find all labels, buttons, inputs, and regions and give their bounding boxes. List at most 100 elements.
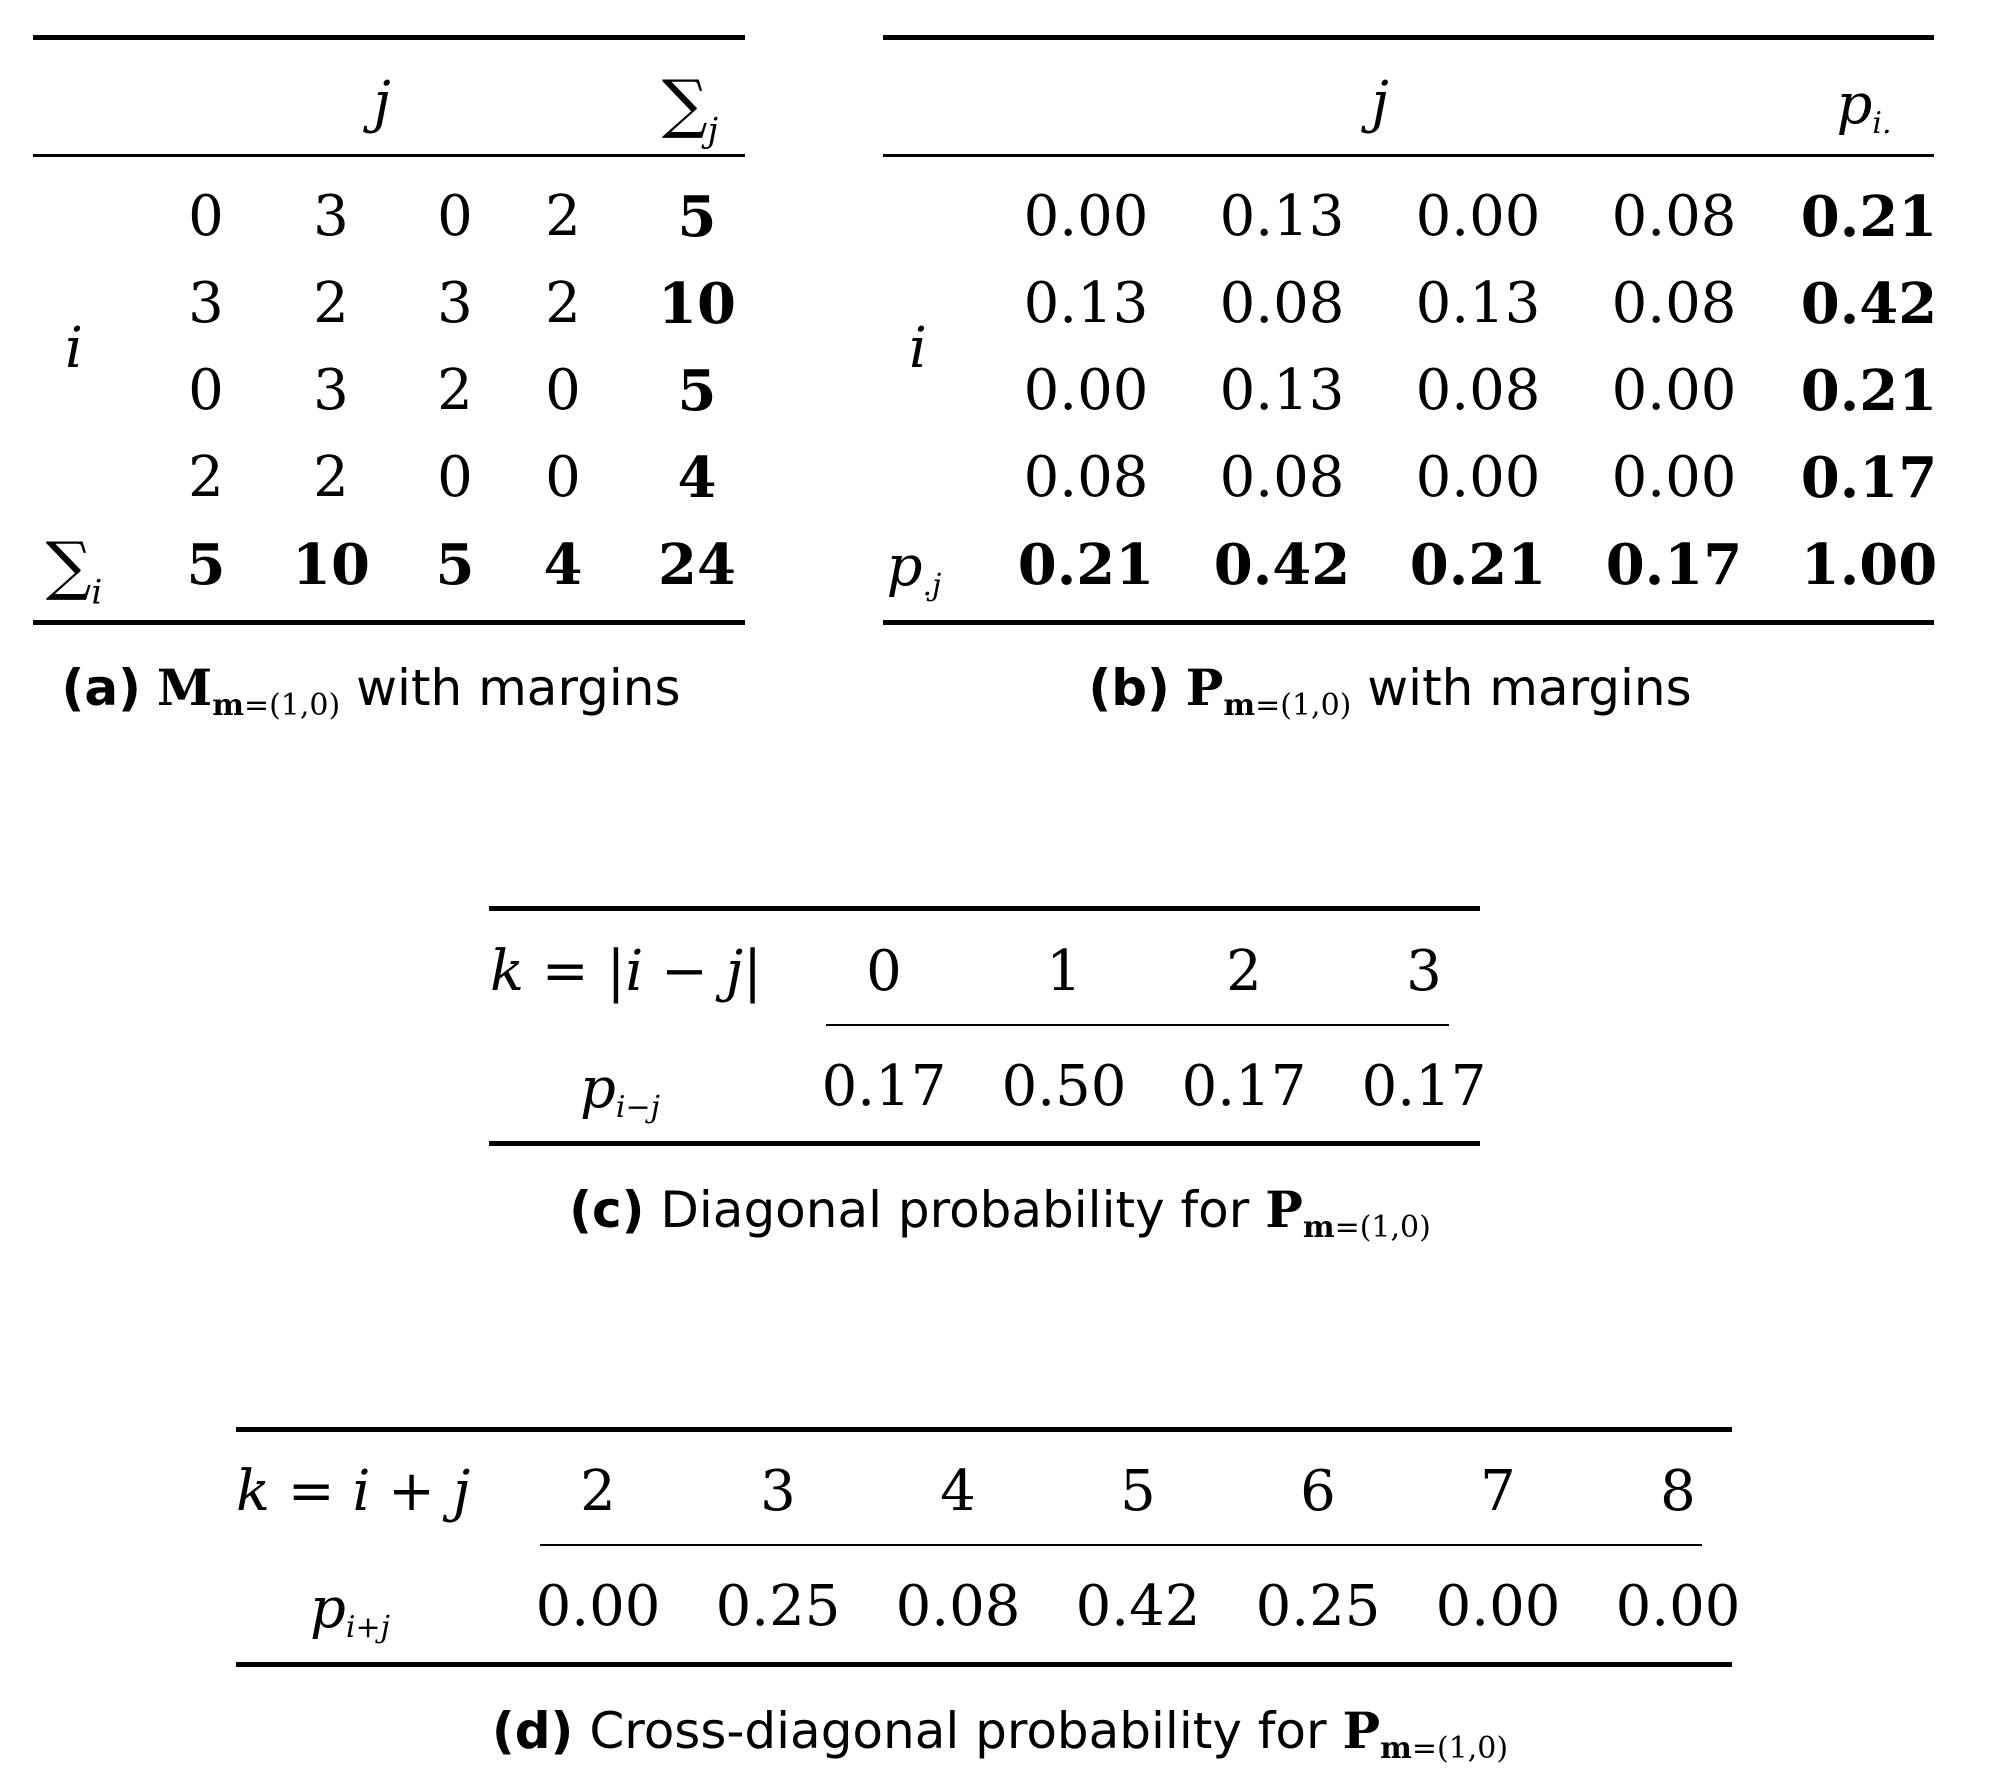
table-a-col-header: j	[373, 70, 391, 135]
table-b-sum-row-label: p.j	[886, 534, 942, 603]
table-b-cell: 0.08	[1611, 271, 1737, 336]
table-b-cell: 0.00	[1415, 445, 1541, 510]
table-a-cell: 0	[437, 445, 473, 510]
table-c-k-value: 3	[1406, 939, 1442, 1004]
table-a-cell: 2	[313, 445, 349, 510]
table-d-k-value: 2	[580, 1459, 616, 1524]
table-a-cell: 3	[188, 271, 224, 336]
table-d-bottom-rule	[236, 1662, 1732, 1667]
table-a-grand-total: 24	[658, 532, 736, 598]
table-d-k-value: 7	[1480, 1459, 1516, 1524]
table-d-k-label: k = i + j	[236, 1459, 471, 1524]
table-b-col-margin: 0.17	[1605, 532, 1743, 598]
table-a-sum-row-label: ∑i	[45, 529, 103, 613]
table-c-top-rule	[489, 906, 1480, 911]
table-d-k-value: 3	[760, 1459, 796, 1524]
table-b-cell: 0.00	[1023, 358, 1149, 423]
table-d-k-value: 6	[1300, 1459, 1336, 1524]
table-a-cell: 0	[188, 184, 224, 249]
table-d-p-label: pi+j	[310, 1576, 390, 1645]
table-c-p-value: 0.17	[1361, 1054, 1487, 1119]
table-d-top-rule	[236, 1427, 1732, 1432]
table-b-caption: (b) Pm=(1,0) with margins	[1088, 658, 1692, 723]
table-a-cell: 2	[313, 271, 349, 336]
table-a-header-rule	[33, 154, 745, 157]
table-b-header-rule	[883, 154, 1934, 157]
table-b-cell: 0.13	[1023, 271, 1149, 336]
table-b-cell: 0.08	[1415, 358, 1541, 423]
table-a-cell: 2	[545, 271, 581, 336]
table-b-row-margin: 0.21	[1800, 358, 1938, 424]
table-d-k-value: 5	[1120, 1459, 1156, 1524]
table-b-row-margin: 0.21	[1800, 184, 1938, 250]
table-b-col-header: j	[1371, 70, 1389, 135]
table-b-cell: 0.00	[1611, 445, 1737, 510]
table-c-p-value: 0.50	[1001, 1054, 1127, 1119]
table-b-cell: 0.08	[1611, 184, 1737, 249]
table-a-row-sum: 5	[677, 184, 717, 250]
table-b-cell: 0.00	[1023, 184, 1149, 249]
table-c-p-value: 0.17	[821, 1054, 947, 1119]
table-b-col-margin: 0.42	[1213, 532, 1351, 598]
table-a-cell: 0	[437, 184, 473, 249]
table-a-cell: 0	[188, 358, 224, 423]
table-b-row-margin: 0.17	[1800, 445, 1938, 511]
table-a-col-sum: 5	[186, 532, 226, 598]
table-a-col-sum: 10	[292, 532, 370, 598]
table-d-mid-rule	[540, 1544, 1702, 1546]
table-a-row-sum: 10	[658, 271, 736, 337]
table-b-cell: 0.08	[1219, 271, 1345, 336]
table-a-row-sum: 5	[677, 358, 717, 424]
table-a-cell: 2	[437, 358, 473, 423]
table-a-cell: 0	[545, 445, 581, 510]
table-c-mid-rule	[826, 1024, 1449, 1026]
table-a-cell: 3	[313, 184, 349, 249]
table-b-cell: 0.13	[1415, 271, 1541, 336]
table-b-grand-total: 1.00	[1800, 532, 1938, 598]
table-a-cell: 2	[545, 184, 581, 249]
table-c-k-value: 2	[1226, 939, 1262, 1004]
table-b-cell: 0.08	[1023, 445, 1149, 510]
table-d-p-value: 0.25	[1255, 1574, 1381, 1639]
table-a-cell: 3	[313, 358, 349, 423]
table-a-bottom-rule	[33, 620, 745, 625]
table-c-k-value: 1	[1046, 939, 1082, 1004]
table-b-cell: 0.00	[1415, 184, 1541, 249]
table-b-margin-header: pi.	[1836, 72, 1892, 141]
table-b-cell: 0.13	[1219, 184, 1345, 249]
table-b-col-margin: 0.21	[1409, 532, 1547, 598]
table-d-p-value: 0.42	[1075, 1574, 1201, 1639]
table-a-row-sum: 4	[677, 445, 717, 511]
table-a-top-rule	[33, 35, 745, 40]
table-d-caption: (d) Cross-diagonal probability for Pm=(1…	[491, 1701, 1509, 1766]
table-c-p-label: pi−j	[580, 1056, 660, 1125]
table-c-p-value: 0.17	[1181, 1054, 1307, 1119]
table-d-p-value: 0.00	[1615, 1574, 1741, 1639]
table-b-col-margin: 0.21	[1017, 532, 1155, 598]
table-a-col-sum: 5	[435, 532, 475, 598]
table-d-k-value: 8	[1660, 1459, 1696, 1524]
table-b-cell: 0.13	[1219, 358, 1345, 423]
table-c-k-value: 0	[866, 939, 902, 1004]
table-a-sum-header: ∑j	[661, 67, 719, 151]
table-d-p-value: 0.00	[1435, 1574, 1561, 1639]
table-a-cell: 2	[188, 445, 224, 510]
table-c-k-label: k = |i − j|	[490, 939, 762, 1004]
table-c-caption: (c) Diagonal probability for Pm=(1,0)	[569, 1180, 1431, 1245]
table-b-cell: 0.00	[1611, 358, 1737, 423]
table-a-cell: 3	[437, 271, 473, 336]
table-b-bottom-rule	[883, 620, 1934, 625]
table-b-row-header: i	[909, 316, 927, 381]
table-d-p-value: 0.25	[715, 1574, 841, 1639]
table-d-p-value: 0.08	[895, 1574, 1021, 1639]
table-d-k-value: 4	[940, 1459, 976, 1524]
table-d-p-value: 0.00	[535, 1574, 661, 1639]
table-a-cell: 0	[545, 358, 581, 423]
table-c-bottom-rule	[489, 1141, 1480, 1146]
table-a-col-sum: 4	[543, 532, 583, 598]
table-a-caption: (a) Mm=(1,0) with margins	[61, 658, 681, 723]
